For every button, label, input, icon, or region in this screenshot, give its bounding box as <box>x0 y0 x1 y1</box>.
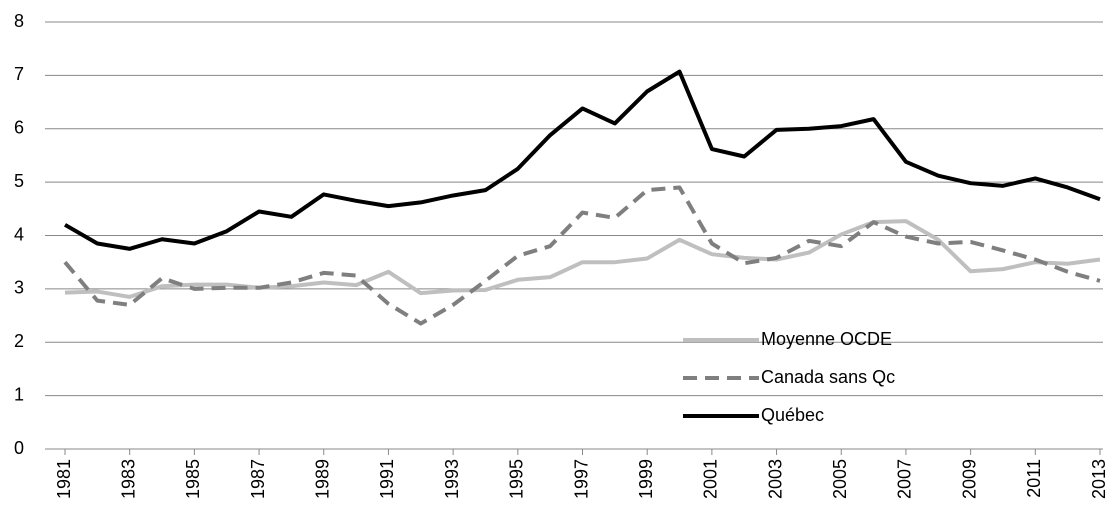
y-tick-label: 0 <box>14 438 24 458</box>
x-tick-label: 1999 <box>636 459 656 499</box>
line-series <box>63 185 1101 326</box>
line-series <box>63 69 1101 251</box>
x-tick-label: 1995 <box>507 459 527 499</box>
x-tick-label: 1987 <box>248 459 268 499</box>
line-series <box>64 219 1101 299</box>
x-tick-label: 1983 <box>118 459 138 499</box>
legend-label: Canada sans Qc <box>761 367 895 387</box>
y-tick-label: 2 <box>14 331 24 351</box>
x-tick-label: 1997 <box>571 459 591 499</box>
legend-label: Moyenne OCDE <box>761 329 892 349</box>
x-tick-label: 2007 <box>895 459 915 499</box>
y-tick-label: 7 <box>14 64 24 84</box>
y-tick-label: 6 <box>14 118 24 138</box>
y-tick-label: 1 <box>14 384 24 404</box>
x-tick-label: 2009 <box>959 459 979 499</box>
x-tick-label: 1989 <box>313 459 333 499</box>
x-tick-label: 1991 <box>377 459 397 499</box>
x-tick-label: 2011 <box>1024 459 1044 498</box>
x-tick-label: 2003 <box>765 459 785 499</box>
x-tick-label: 1981 <box>54 459 74 499</box>
x-tick-label: 2005 <box>830 459 850 499</box>
y-tick-label: 5 <box>14 171 24 191</box>
x-tick-label: 2013 <box>1089 459 1109 499</box>
y-tick-label: 4 <box>14 224 24 244</box>
legend-label: Québec <box>761 405 824 425</box>
y-tick-label: 8 <box>14 11 24 31</box>
x-tick-label: 2001 <box>701 459 721 499</box>
y-tick-label: 3 <box>14 278 24 298</box>
x-tick-label: 1985 <box>183 459 203 499</box>
x-tick-label: 1993 <box>442 459 462 499</box>
